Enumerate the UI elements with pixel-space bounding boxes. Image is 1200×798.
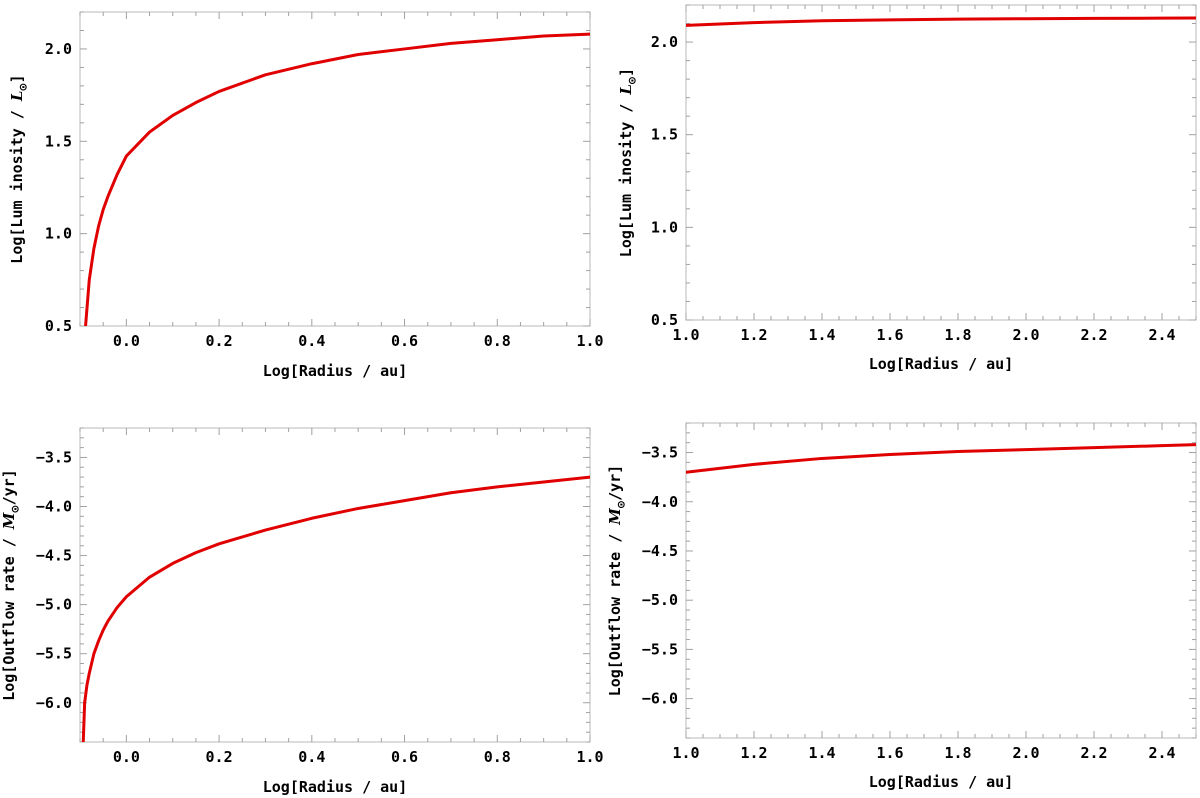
- x-tick-label: 2.2: [1080, 744, 1107, 762]
- x-axis-label: Log[Radius / au]: [869, 773, 1014, 791]
- x-tick-label: 1.2: [740, 326, 767, 344]
- y-tick-label: 1.5: [45, 132, 72, 150]
- y-tick-label: −6.0: [642, 690, 678, 708]
- x-tick-label: 0.2: [206, 332, 233, 350]
- chart-panel-3: 0.0 0.2 0.4 0.6 0.8 1.0 −6.0 −5.5 −5.0 −4.5 −4.0 −3…: [0, 427, 604, 796]
- chart-panel-4: 1.0 1.2 1.4 1.6 1.8 2.0 2.2 2.4 −6.0 −5.5 −5.0 −4.5…: [606, 422, 1197, 791]
- y-tick-label: 1.5: [651, 126, 678, 144]
- y-tick-label: −5.5: [642, 640, 678, 658]
- series-line: [686, 443, 1196, 474]
- series-line: [81, 475, 590, 742]
- x-tick-label: 0.4: [298, 332, 325, 350]
- x-tick-label: 1.4: [808, 326, 835, 344]
- y-tick-label: −3.5: [642, 444, 678, 462]
- x-tick-label: 2.4: [1148, 326, 1175, 344]
- plot-frame: [79, 427, 591, 743]
- x-tick-label: 2.4: [1148, 744, 1175, 762]
- plot-frame: [685, 422, 1197, 739]
- y-tick-label: −5.5: [36, 645, 72, 663]
- x-tick-label: 1.6: [876, 326, 903, 344]
- x-tick-label: 2.2: [1080, 326, 1107, 344]
- y-axis-label: Log[Outflow rate / M⊙/yr]: [606, 465, 628, 697]
- x-tick-label: 1.0: [576, 748, 603, 766]
- y-tick-label: −3.5: [36, 448, 72, 466]
- x-tick-label: 1.8: [944, 744, 971, 762]
- chart-panel-2: 1.0 1.2 1.4 1.6 1.8 2.0 2.2 2.40.51.01.52.0Log[…: [617, 4, 1197, 373]
- x-tick-label: 0.8: [484, 332, 511, 350]
- x-axis-label: Log[Radius / au]: [263, 778, 408, 796]
- x-tick-label: 0.6: [391, 748, 418, 766]
- x-tick-label: 2.0: [1012, 326, 1039, 344]
- y-tick-label: −4.5: [642, 542, 678, 560]
- y-tick-label: −5.0: [36, 596, 72, 614]
- y-tick-label: 2.0: [45, 40, 72, 58]
- x-tick-label: 1.0: [576, 332, 603, 350]
- x-axis-label: Log[Radius / au]: [263, 362, 408, 380]
- y-axis-label: Log[Lum inosity / L⊙]: [8, 74, 30, 263]
- y-tick-label: −4.5: [36, 547, 72, 565]
- x-tick-label: 1.0: [672, 744, 699, 762]
- y-axis-label: Log[Lum inosity / L⊙]: [617, 68, 639, 257]
- y-tick-label: −5.0: [642, 591, 678, 609]
- y-tick-label: −4.0: [642, 493, 678, 511]
- x-tick-label: 0.2: [206, 748, 233, 766]
- y-tick-label: 1.0: [651, 218, 678, 236]
- chart-panel-1: 0.0 0.2 0.4 0.6 0.8 1.0 0.5 1.0 1.5 2.0 Log[Radius…: [8, 11, 604, 380]
- x-tick-label: 0.6: [391, 332, 418, 350]
- x-tick-label: 1.8: [944, 326, 971, 344]
- x-tick-label: 0.0: [113, 332, 140, 350]
- y-axis-label: Log[Outflow rate / M⊙/yr]: [0, 469, 22, 701]
- x-tick-label: 0.8: [484, 748, 511, 766]
- x-tick-label: 1.0: [672, 326, 699, 344]
- x-tick-label: 1.6: [876, 744, 903, 762]
- y-tick-label: 1.0: [45, 225, 72, 243]
- y-tick-label: 0.5: [651, 311, 678, 329]
- y-tick-label: −4.0: [36, 498, 72, 516]
- x-axis-label: Log[Radius / au]: [869, 355, 1014, 373]
- y-tick-label: 0.5: [45, 317, 72, 335]
- x-tick-label: 0.4: [298, 748, 325, 766]
- x-tick-label: 2.0: [1012, 744, 1039, 762]
- y-tick-label: −6.0: [36, 694, 72, 712]
- x-tick-label: 0.0: [113, 748, 140, 766]
- x-tick-label: 1.4: [808, 744, 835, 762]
- x-tick-label: 1.2: [740, 744, 767, 762]
- series-line: [84, 32, 590, 326]
- y-tick-label: 2.0: [651, 33, 678, 51]
- plot-frame: [685, 4, 1197, 321]
- series-line: [686, 16, 1196, 27]
